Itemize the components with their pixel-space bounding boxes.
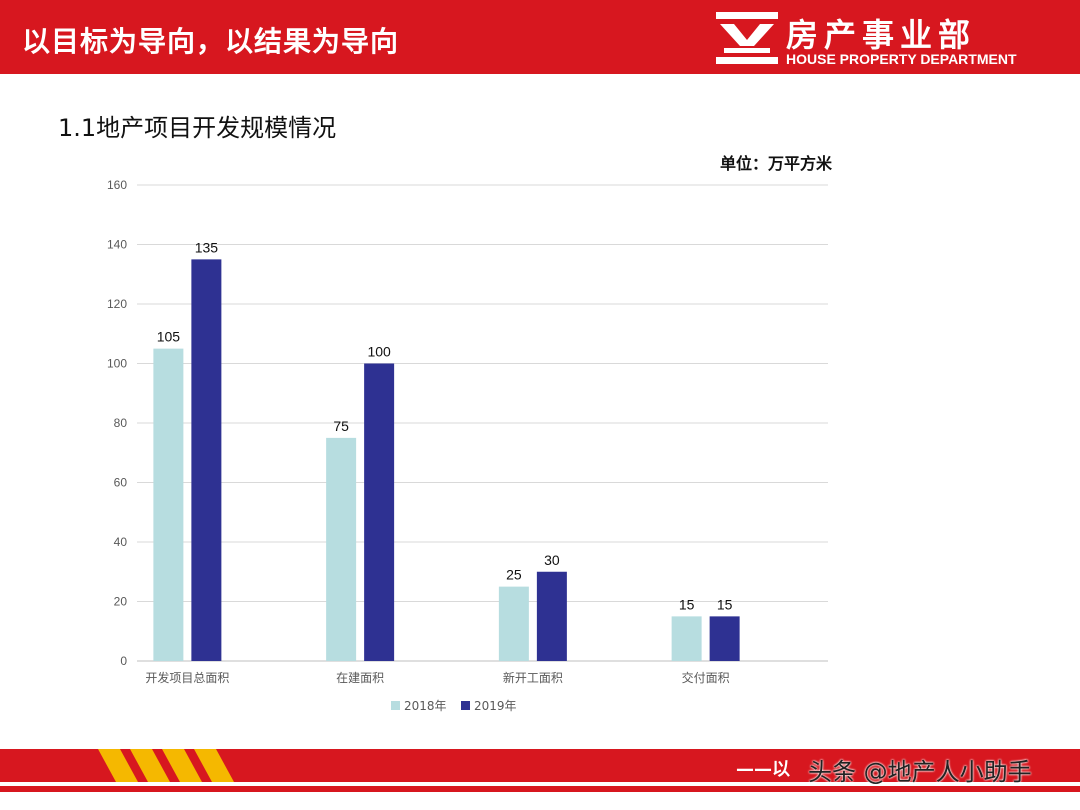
department-name: 房产事业部 <box>786 16 977 54</box>
y-tick-label: 160 <box>107 178 127 192</box>
bar <box>326 437 357 661</box>
y-tick-label: 0 <box>120 654 127 668</box>
data-label: 105 <box>157 329 181 345</box>
y-tick-label: 60 <box>114 476 128 490</box>
footer-stripes-icon <box>98 749 234 782</box>
department-name-en: HOUSE PROPERTY DEPARTMENT <box>786 51 1017 67</box>
header-bar: 以目标为导向，以结果为导向 房产事业部 HOUSE PROPERTY DEPAR… <box>0 0 1080 74</box>
department-logo-icon <box>716 12 778 64</box>
legend-label: 2018年 <box>404 699 447 713</box>
bar <box>536 571 567 661</box>
bar <box>498 586 529 661</box>
y-tick-label: 100 <box>107 357 127 371</box>
bar <box>364 363 395 661</box>
data-label: 15 <box>717 596 733 612</box>
y-tick-label: 20 <box>114 595 128 609</box>
x-tick-label: 新开工面积 <box>503 670 563 685</box>
data-label: 100 <box>367 344 391 360</box>
footer-slogan: ——以 <box>736 759 790 780</box>
legend-swatch <box>461 701 470 710</box>
bar-chart: 0 20 40 60 80 100 120 140 160 105 135 开发项目总面积 75 100 在… <box>107 178 828 713</box>
y-tick-label: 120 <box>107 297 127 311</box>
bar <box>153 348 184 661</box>
y-tick-label: 40 <box>114 535 128 549</box>
legend-swatch <box>391 701 400 710</box>
y-tick-label: 80 <box>114 416 128 430</box>
data-label: 15 <box>679 596 695 612</box>
unit-label: 单位：万平方米 <box>719 154 832 173</box>
data-label: 135 <box>195 239 219 255</box>
x-tick-label: 开发项目总面积 <box>145 670 229 685</box>
x-tick-label: 在建面积 <box>336 671 384 685</box>
legend-label: 2019年 <box>474 699 517 713</box>
footer-line <box>0 786 1080 792</box>
watermark: 头条 @地产人小助手 <box>808 758 1032 786</box>
y-tick-label: 140 <box>107 238 127 252</box>
data-label: 75 <box>333 418 349 434</box>
data-label: 30 <box>544 552 560 568</box>
data-label: 25 <box>506 567 522 583</box>
header-slogan: 以目标为导向，以结果为导向 <box>22 25 400 58</box>
x-tick-label: 交付面积 <box>682 670 730 685</box>
section-title: 1.1地产项目开发规模情况 <box>58 114 337 142</box>
bar <box>671 616 702 661</box>
bar <box>191 259 222 661</box>
bar <box>709 616 740 661</box>
